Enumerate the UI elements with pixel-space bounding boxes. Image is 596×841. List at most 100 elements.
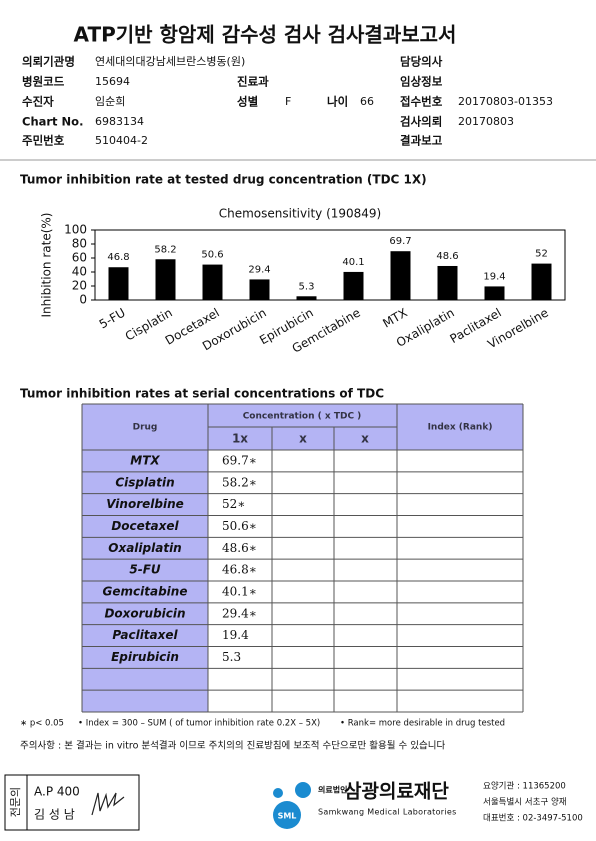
note: • Index = 300 – SUM ( of tumor inhibitio… (78, 719, 320, 729)
logo: SML (273, 782, 311, 829)
field-label: 병원코드 (22, 75, 65, 89)
org-name-en: Samkwang Medical Laboratories (318, 808, 457, 817)
field-label: 임상정보 (400, 75, 443, 89)
value-cell: 52∗ (222, 497, 245, 511)
doctor-name: 김 성 남 (34, 808, 75, 822)
field-label: 나이 (327, 95, 348, 109)
field-value: 20170803-01353 (458, 95, 553, 108)
specialist-label: 전문의 (9, 787, 22, 817)
header-cell: Index (Rank) (428, 423, 493, 433)
bar-label: 29.4 (248, 264, 270, 275)
logo-circle (273, 801, 301, 829)
drug-cell: Gemcitabine (103, 584, 188, 598)
bar (343, 271, 364, 300)
drug-cell: Paclitaxel (112, 628, 178, 642)
bar-chart: Chemosensitivity (190849) Inhibition rat… (40, 207, 566, 356)
field-label: 결과보고 (400, 134, 443, 148)
field-label: Chart No. (22, 115, 83, 129)
value-cell: 40.1∗ (222, 584, 257, 598)
bar (249, 279, 270, 300)
bar-label: 52 (535, 249, 548, 260)
bar-label: 19.4 (483, 271, 505, 282)
field-value: 6983134 (95, 115, 144, 128)
field-value: 임순희 (95, 95, 125, 108)
note: • Rank= more desirable in drug tested (340, 719, 505, 729)
y-tick-label: 0 (79, 293, 87, 307)
header-cell: 1x (232, 432, 248, 446)
y-tick-label: 40 (72, 265, 87, 279)
y-tick-label: 100 (64, 223, 87, 237)
org-address: 서울특별시 서초구 양재 (483, 797, 567, 808)
value-cell: 29.4∗ (222, 606, 257, 620)
ap-number: A.P 400 (34, 785, 80, 799)
drug-cell: MTX (130, 453, 160, 467)
drug-cell: Doxorubicin (104, 606, 185, 620)
value-cell: 50.6∗ (222, 519, 257, 533)
drug-cell: Epirubicin (111, 650, 179, 664)
bar-label: 40.1 (342, 257, 364, 268)
drug-table: Drug Concentration ( x TDC ) Index (Rank… (81, 403, 524, 713)
field-label: 접수번호 (400, 95, 443, 109)
org-code: 요양기관 : 11365200 (483, 781, 566, 792)
org-phone: 대표번호 : 02-3497-5100 (483, 814, 583, 824)
section-title: Tumor inhibition rate at tested drug con… (20, 173, 427, 187)
bar (531, 263, 552, 300)
field-value: 66 (360, 95, 374, 108)
value-cell: 48.6∗ (222, 541, 257, 555)
note: ∗ p< 0.05 (20, 719, 64, 729)
bar (202, 264, 223, 300)
header-cell: Concentration ( x TDC ) (243, 412, 362, 422)
header-cell: x (361, 432, 369, 446)
plot-frame (94, 229, 566, 301)
drug-cell: Vinorelbine (106, 497, 184, 511)
bar (296, 296, 317, 300)
bar (390, 251, 411, 300)
field-label: 검사의뢰 (400, 115, 442, 129)
y-tick-label: 20 (72, 279, 87, 293)
caution: 주의사항 : 본 결과는 in vitro 분석결과 이므로 주치의의 진료방침… (20, 740, 445, 752)
header-cell: x (299, 432, 307, 446)
bar-label: 50.6 (201, 250, 223, 261)
bar-label: 5.3 (299, 281, 315, 292)
y-tick-label: 80 (72, 237, 87, 251)
logo-text: SML (278, 812, 297, 821)
logo-circle (295, 782, 311, 798)
report-title: ATP기반 항암제 감수성 검사 검사결과보고서 (74, 23, 457, 47)
field-label: 의뢰기관명 (22, 55, 75, 69)
section-title: Tumor inhibition rates at serial concent… (20, 387, 384, 401)
value-cell: 46.8∗ (222, 563, 257, 577)
drug-cell: Docetaxel (111, 519, 179, 533)
bar (437, 265, 458, 300)
field-value: 연세대의대강남세브란스병동(원) (95, 55, 245, 68)
y-tick-label: 60 (72, 251, 87, 265)
x-tick-label: MTX (380, 306, 409, 331)
value-cell: 5.3 (222, 650, 241, 664)
x-tick-label: 5-FU (97, 306, 128, 332)
y-axis-label: Inhibition rate(%) (40, 213, 54, 318)
signature (91, 792, 125, 816)
value-cell: 19.4 (222, 628, 249, 642)
org-name: 삼광의료재단 (344, 781, 449, 803)
field-label: 성별 (237, 95, 258, 109)
field-label: 수진자 (22, 95, 54, 109)
field-value: 510404-2 (95, 134, 148, 147)
bar (155, 259, 176, 300)
bar-label: 48.6 (436, 251, 458, 262)
field-value: 20170803 (458, 115, 514, 128)
field-value: 15694 (95, 75, 130, 88)
bar (108, 267, 129, 300)
field-label: 진료과 (237, 75, 269, 89)
bar (484, 286, 505, 300)
bar-label: 69.7 (389, 236, 411, 247)
drug-cell: Oxaliplatin (108, 541, 181, 555)
chart-title: Chemosensitivity (190849) (219, 207, 382, 221)
field-value: F (285, 95, 291, 108)
value-cell: 58.2∗ (222, 475, 257, 489)
bar-label: 46.8 (107, 252, 129, 263)
logo-circle (273, 788, 283, 798)
org-type: 의료법인 (318, 785, 347, 795)
value-cell: 69.7∗ (222, 453, 257, 467)
field-label: 주민번호 (22, 134, 65, 148)
drug-cell: Cisplatin (115, 475, 174, 489)
